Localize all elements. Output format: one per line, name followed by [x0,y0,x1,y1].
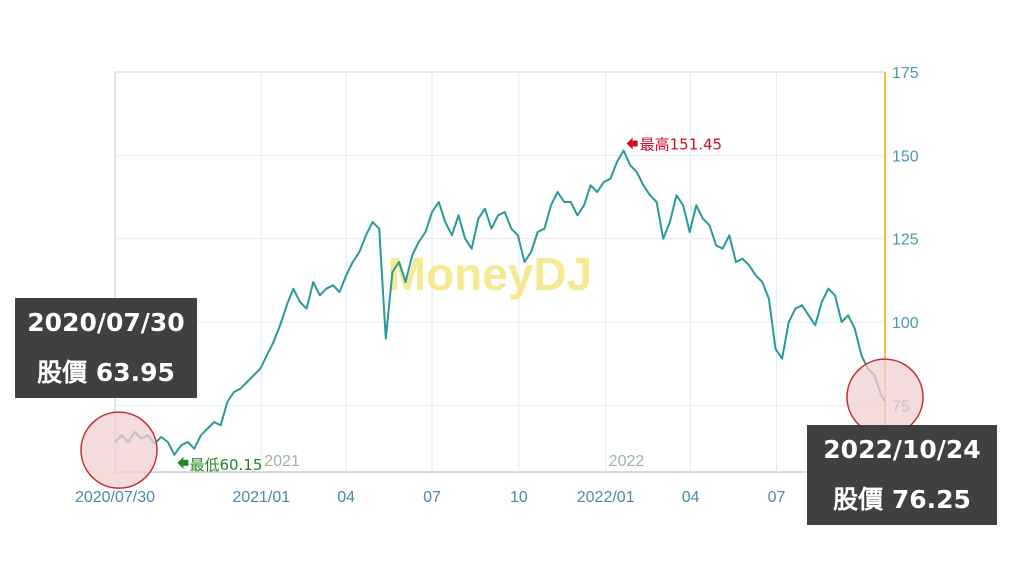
start-highlight-circle [80,411,158,489]
end-date-label: 2022/10/24 [823,435,981,464]
low-marker-tail [183,459,189,466]
start-price-label: 股價 63.95 [37,358,175,387]
x-tick-label: 04 [337,489,355,506]
high-marker-icon [626,137,633,150]
low-annotation: 最低60.15 [189,456,262,474]
x-tick-label: 04 [682,489,700,506]
y-tick-label: 175 [892,65,919,82]
low-marker-icon [177,456,184,469]
high-annotation: 最高151.45 [640,136,723,154]
end-price-callout: 2022/10/24 股價 76.25 [807,425,997,525]
x-tick-label: 07 [423,489,441,506]
y-tick-label: 100 [892,315,919,332]
high-marker-tail [632,140,638,147]
year-label: 2022 [609,453,645,470]
y-tick-label: 150 [892,148,919,165]
x-tick-label: 2020/07/30 [75,489,155,506]
end-price-label: 股價 76.25 [833,485,971,514]
x-tick-label: 07 [768,489,786,506]
x-tick-label: 10 [510,489,528,506]
price-series-line [114,149,886,456]
start-date-label: 2020/07/30 [27,308,185,337]
y-tick-label: 125 [892,232,919,249]
watermark: MoneyDJ [388,248,592,300]
x-tick-label: 2022/01 [577,489,635,506]
start-price-callout: 2020/07/30 股價 63.95 [15,298,197,398]
end-highlight-circle [846,358,924,436]
x-tick-label: 2021/01 [232,489,290,506]
year-label: 2021 [264,453,300,470]
